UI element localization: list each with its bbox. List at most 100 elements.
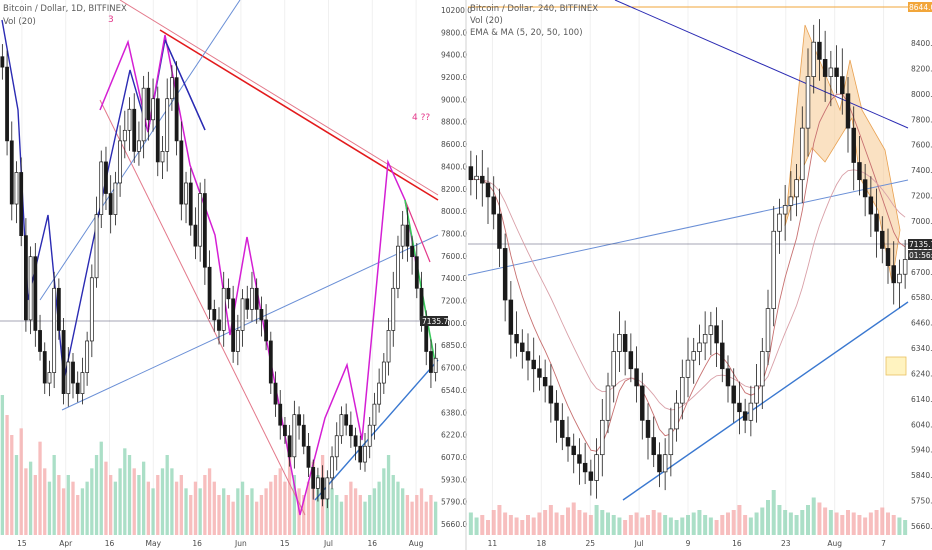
price-candle (94, 196, 99, 288)
volume-bar (99, 441, 103, 535)
price-candle (600, 399, 605, 477)
pink-arrow-line[interactable] (404, 199, 431, 263)
price-candle (127, 97, 132, 151)
price-candle (622, 320, 628, 376)
candle-body (287, 435, 292, 458)
y-tick-label: 7200.0 (911, 192, 932, 201)
volume-bar (577, 510, 582, 535)
candle-body (38, 330, 42, 352)
volume-bar (783, 510, 788, 535)
candle-body (75, 382, 80, 394)
volume-bar (486, 520, 490, 535)
orange-target-box[interactable] (885, 356, 907, 376)
price-candle (714, 307, 719, 367)
volume-bar (617, 517, 622, 535)
volume-bar (686, 515, 690, 535)
volume-bar (560, 515, 565, 535)
right-price-candles (468, 19, 908, 499)
volume-bar (344, 495, 348, 535)
volume-bar (714, 520, 719, 535)
blue-uptrend-line[interactable] (314, 359, 439, 501)
y-tick-label: 6140.0 (911, 395, 932, 404)
y-tick-label: 6070.0 (441, 453, 467, 462)
price-candle (897, 259, 902, 309)
green-projection-line[interactable] (404, 199, 436, 363)
price-candle (297, 406, 301, 440)
price-candle (320, 465, 325, 507)
candle-body (651, 437, 656, 456)
volume-bar (514, 517, 519, 535)
candle-body (502, 248, 508, 301)
candle-body (344, 414, 349, 426)
pink-channel-line-upper[interactable] (119, 0, 439, 196)
price-candle (520, 329, 525, 369)
price-candle (742, 398, 748, 434)
volume-bar (236, 488, 240, 535)
price-candle (38, 314, 42, 361)
right-blue-thin-line[interactable] (467, 179, 909, 276)
volume-bar (817, 502, 822, 535)
price-candle (146, 71, 151, 141)
candle-body (548, 385, 554, 404)
volume-bar (731, 510, 736, 535)
volume-bar (57, 475, 61, 535)
volume-bar (339, 501, 344, 535)
volume-bar (531, 517, 536, 535)
left-y-axis-ticks: 10200.0 9800.0 9400.0 9200.0 9000.0 8800.0 860… (441, 6, 472, 529)
volume-bar (240, 481, 245, 535)
right-high-price-text: 8644.0 (909, 3, 932, 12)
y-tick-label: 7800.0 (441, 229, 467, 238)
candle-body (283, 424, 287, 437)
navy-arrow-line[interactable] (164, 39, 206, 131)
price-candle (325, 470, 330, 509)
volume-bar (668, 517, 673, 535)
volume-bar (811, 497, 816, 535)
volume-bar (606, 512, 610, 535)
volume-bar (508, 515, 513, 535)
price-candle (525, 333, 531, 381)
candle-body (292, 414, 297, 458)
price-candle (828, 50, 834, 107)
volume-bar (198, 488, 202, 535)
candle-body (782, 205, 788, 215)
candle-body (80, 372, 85, 394)
pink-channel-line-lower[interactable] (99, 99, 306, 516)
price-candle (902, 239, 908, 289)
price-candle (514, 311, 519, 357)
candle-body (169, 77, 174, 100)
volume-bar (316, 475, 320, 535)
x-tick-label: 15 (17, 539, 27, 548)
y-tick-label: 9400.0 (441, 51, 467, 60)
right-navy-down-line[interactable] (614, 0, 909, 129)
right-y-axis[interactable] (910, 0, 932, 550)
volume-bar (410, 501, 414, 535)
candle-body (198, 193, 203, 247)
volume-bar (269, 481, 273, 535)
volume-bar (880, 507, 885, 535)
y-tick-label: 7200.0 (441, 297, 467, 306)
price-candle (502, 233, 508, 322)
left-chart-panel[interactable]: 3 4 ?? Bitcoin / Dollar, 1D, BITFINEX Vo… (0, 0, 472, 550)
price-candle (874, 188, 879, 258)
candle-body (811, 41, 816, 77)
volume-bar (109, 475, 113, 535)
candle-body (708, 325, 714, 335)
candle-body (264, 319, 269, 342)
volume-bar (212, 481, 216, 535)
blue-support-line[interactable] (61, 234, 439, 411)
volume-bar (503, 512, 508, 535)
left-chart-title: Bitcoin / Dollar, 1D, BITFINEX (3, 4, 127, 14)
volume-bar (222, 488, 226, 535)
right-chart-panel[interactable]: Bitcoin / Dollar, 240, BITFINEX Vol (20)… (467, 0, 932, 550)
candle-body (617, 334, 622, 352)
volume-bar (165, 455, 169, 535)
volume-bar (127, 455, 132, 535)
price-candle (748, 385, 754, 437)
volume-bar (886, 512, 890, 535)
candle-body (94, 214, 99, 279)
y-tick-label: 6040.0 (911, 420, 932, 429)
left-y-axis[interactable] (440, 0, 460, 550)
volume-bar (283, 481, 287, 535)
price-candle (268, 331, 273, 394)
